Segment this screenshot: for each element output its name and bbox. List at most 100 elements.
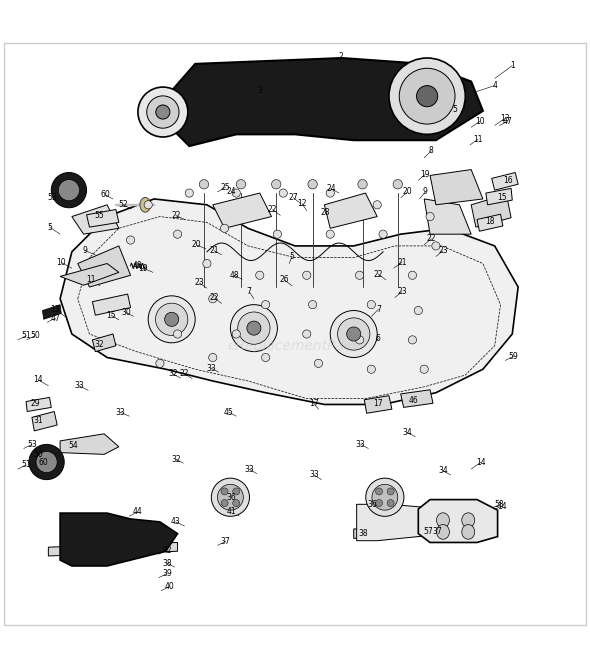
Polygon shape: [491, 172, 518, 190]
Circle shape: [426, 212, 434, 220]
Text: 40: 40: [165, 582, 175, 591]
Circle shape: [417, 86, 438, 107]
Circle shape: [326, 230, 335, 238]
Text: 50: 50: [30, 331, 40, 340]
Text: 19: 19: [421, 170, 430, 179]
Polygon shape: [93, 294, 130, 315]
Circle shape: [209, 353, 217, 361]
Polygon shape: [87, 210, 119, 227]
Circle shape: [379, 230, 387, 238]
Circle shape: [221, 500, 228, 506]
Circle shape: [408, 271, 417, 279]
Text: 5: 5: [290, 252, 294, 261]
Text: 3: 3: [257, 86, 262, 95]
Text: 10: 10: [57, 258, 66, 267]
Polygon shape: [324, 193, 377, 228]
Text: 9: 9: [423, 188, 428, 196]
Circle shape: [367, 365, 375, 373]
Text: 25: 25: [221, 182, 231, 192]
Ellipse shape: [138, 87, 188, 137]
Ellipse shape: [156, 303, 188, 335]
Circle shape: [199, 180, 209, 189]
Circle shape: [232, 500, 240, 506]
Circle shape: [273, 230, 281, 238]
Text: 54: 54: [68, 441, 78, 450]
Text: 32: 32: [171, 455, 181, 464]
Text: 44: 44: [133, 508, 143, 516]
Circle shape: [156, 359, 164, 367]
Text: 15: 15: [497, 193, 506, 202]
Text: 29: 29: [30, 399, 40, 407]
Text: 22: 22: [427, 234, 436, 243]
Circle shape: [232, 330, 240, 338]
Circle shape: [356, 271, 363, 279]
Circle shape: [209, 295, 217, 303]
Circle shape: [221, 224, 229, 232]
Circle shape: [156, 105, 170, 119]
Text: 15: 15: [106, 311, 116, 320]
Polygon shape: [213, 193, 271, 228]
Circle shape: [221, 488, 228, 495]
Text: 22: 22: [171, 211, 181, 220]
Ellipse shape: [330, 311, 377, 357]
Text: 20: 20: [192, 240, 201, 249]
Text: 52: 52: [118, 200, 128, 209]
Circle shape: [408, 336, 417, 344]
Ellipse shape: [140, 198, 150, 212]
Text: 2: 2: [339, 52, 343, 61]
Text: 60: 60: [100, 190, 110, 199]
Text: 33: 33: [309, 470, 319, 480]
Text: 12: 12: [297, 199, 307, 208]
Text: 37: 37: [221, 537, 231, 546]
Text: 14: 14: [476, 458, 486, 466]
Circle shape: [393, 180, 402, 189]
Circle shape: [375, 488, 382, 495]
Text: 38: 38: [359, 529, 369, 538]
Polygon shape: [424, 199, 471, 234]
Text: 47: 47: [503, 117, 513, 126]
Circle shape: [232, 488, 240, 495]
Text: 7: 7: [247, 287, 251, 296]
Polygon shape: [32, 411, 57, 431]
Text: 4: 4: [492, 81, 497, 90]
Circle shape: [309, 301, 317, 309]
Polygon shape: [364, 395, 392, 413]
Text: 23: 23: [195, 279, 204, 287]
Polygon shape: [60, 434, 119, 454]
Text: 33: 33: [356, 440, 366, 449]
Text: 13: 13: [51, 305, 60, 314]
Text: 6: 6: [376, 334, 381, 343]
Ellipse shape: [147, 96, 179, 128]
Polygon shape: [60, 513, 178, 566]
Circle shape: [165, 312, 179, 327]
Text: 60: 60: [39, 458, 48, 466]
Circle shape: [373, 200, 381, 209]
Circle shape: [314, 359, 323, 367]
Text: 46: 46: [409, 396, 418, 405]
Text: 22: 22: [373, 270, 383, 279]
Text: 21: 21: [397, 258, 407, 267]
Text: 11: 11: [473, 134, 483, 144]
Circle shape: [144, 200, 152, 209]
Ellipse shape: [148, 296, 195, 343]
Text: 43: 43: [171, 518, 181, 526]
Circle shape: [375, 500, 382, 506]
Text: 19: 19: [139, 264, 148, 273]
Polygon shape: [72, 205, 119, 234]
Text: 34: 34: [438, 466, 448, 476]
Text: 53: 53: [27, 440, 37, 449]
Text: 36: 36: [227, 493, 237, 502]
Polygon shape: [42, 305, 61, 319]
Text: 32: 32: [168, 369, 178, 379]
Circle shape: [203, 259, 211, 268]
Text: 16: 16: [503, 176, 512, 184]
Circle shape: [29, 444, 64, 480]
Text: 23: 23: [397, 287, 407, 296]
Circle shape: [261, 301, 270, 309]
Ellipse shape: [337, 318, 370, 350]
Text: 20: 20: [403, 188, 412, 196]
Text: 58: 58: [494, 500, 504, 510]
Text: 9: 9: [83, 246, 87, 255]
Text: 39: 39: [162, 569, 172, 578]
Ellipse shape: [437, 513, 450, 528]
